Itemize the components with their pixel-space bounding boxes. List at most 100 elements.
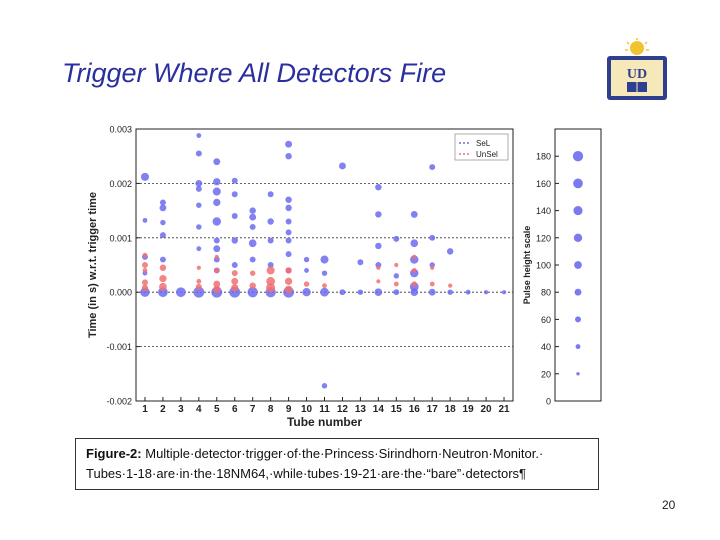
- data-point: [212, 187, 221, 196]
- scale-y-axis-label: Pulse height scale: [522, 226, 532, 305]
- data-point: [285, 140, 293, 148]
- x-tick-label: 13: [355, 404, 367, 415]
- data-point: [159, 264, 167, 271]
- data-point: [141, 279, 148, 286]
- data-point: [141, 262, 148, 268]
- data-point: [231, 262, 238, 268]
- data-point: [248, 239, 257, 248]
- legend: SeL UnSel: [454, 133, 509, 161]
- pulse-height-scale-plot: 0 20 40 60 80 100 120 140 160 180 Pulse height sca…: [522, 128, 602, 407]
- data-point: [429, 164, 436, 171]
- data-point: [284, 285, 293, 294]
- data-point: [141, 284, 149, 292]
- legend-label: SeL: [476, 139, 491, 148]
- legend-box: [454, 133, 509, 161]
- y-tick-label: 0.002: [109, 179, 132, 189]
- scale-marker: [574, 261, 582, 269]
- scale-y-tick-label: 0: [546, 397, 551, 407]
- data-point: [213, 245, 221, 253]
- x-tick-label: 8: [268, 404, 274, 415]
- data-point: [285, 218, 292, 225]
- x-tick-label: 5: [214, 404, 220, 415]
- scale-y-tick-label: 160: [536, 179, 551, 189]
- data-point: [303, 281, 310, 287]
- caption-line-1: Figure-2: Multiple·detector·trigger·of·t…: [86, 446, 543, 461]
- data-point: [196, 202, 202, 208]
- data-point: [231, 177, 238, 184]
- data-point: [393, 289, 400, 296]
- data-point: [285, 229, 292, 236]
- scale-marker: [574, 288, 582, 296]
- data-point: [176, 287, 186, 298]
- data-point: [213, 285, 221, 294]
- scale-y-tick-label: 80: [541, 288, 551, 298]
- data-point: [321, 383, 328, 389]
- scale-marker: [576, 372, 580, 376]
- series-unsel: [141, 252, 453, 294]
- data-point: [213, 158, 221, 166]
- x-tick-label: 21: [498, 404, 510, 415]
- data-point: [249, 270, 256, 276]
- data-point: [213, 280, 221, 288]
- data-point: [339, 162, 346, 170]
- x-axis-label: Tube number: [287, 415, 362, 429]
- data-point: [393, 273, 400, 279]
- data-point: [375, 183, 382, 191]
- data-point: [213, 178, 221, 186]
- data-point: [231, 213, 238, 220]
- data-point: [411, 268, 417, 273]
- data-point: [159, 204, 167, 212]
- data-point: [195, 179, 203, 187]
- data-point: [158, 287, 168, 298]
- data-point: [447, 289, 453, 295]
- data-point: [249, 207, 256, 214]
- scale-marker: [572, 151, 584, 162]
- caption-label: Figure-2:: [86, 446, 142, 461]
- data-point: [285, 152, 292, 160]
- data-point: [212, 217, 221, 226]
- data-point: [142, 252, 148, 258]
- plot-frame: [135, 128, 514, 402]
- x-tick-label: 9: [286, 404, 292, 415]
- scale-marker: [573, 233, 583, 243]
- x-tick-label: 19: [463, 404, 475, 415]
- y-tick-label: 0.003: [109, 125, 132, 135]
- data-point: [428, 288, 436, 296]
- scale-marker: [573, 206, 583, 216]
- x-tick-label: 16: [409, 404, 421, 415]
- data-point: [303, 256, 310, 263]
- scale-marker: [575, 316, 581, 323]
- caption-line-1-text: Multiple·detector·trigger·of·the·Princes…: [141, 446, 544, 461]
- data-point: [320, 287, 329, 297]
- data-point: [430, 265, 435, 270]
- university-of-delaware-logo: UD: [607, 38, 667, 100]
- data-point: [375, 211, 382, 218]
- x-tick-label: 10: [301, 404, 313, 415]
- x-tick-label: 12: [337, 404, 349, 415]
- y-axis-label: Time (in s) w.r.t. trigger time: [87, 192, 99, 338]
- data-point: [394, 262, 399, 268]
- data-point: [196, 246, 202, 252]
- data-point: [195, 283, 202, 290]
- scale-y-tick-label: 40: [541, 342, 551, 352]
- series-sel: [140, 133, 507, 389]
- data-point: [214, 254, 219, 259]
- data-point: [142, 217, 148, 223]
- data-point: [267, 191, 274, 198]
- data-point: [213, 198, 221, 207]
- x-tick-label: 14: [373, 404, 385, 415]
- data-point: [159, 282, 167, 291]
- figure-caption: Figure-2: Multiple·detector·trigger·of·t…: [75, 438, 599, 490]
- data-point: [483, 290, 489, 295]
- data-point: [339, 289, 346, 296]
- data-point: [249, 223, 256, 230]
- x-tick-label: 20: [481, 404, 493, 415]
- page-number: 20: [662, 498, 676, 512]
- scale-y-tick-label: 20: [541, 369, 551, 379]
- data-point: [285, 237, 292, 244]
- data-point: [501, 290, 507, 295]
- data-point: [249, 213, 257, 221]
- data-point: [285, 251, 292, 258]
- data-point: [266, 283, 276, 293]
